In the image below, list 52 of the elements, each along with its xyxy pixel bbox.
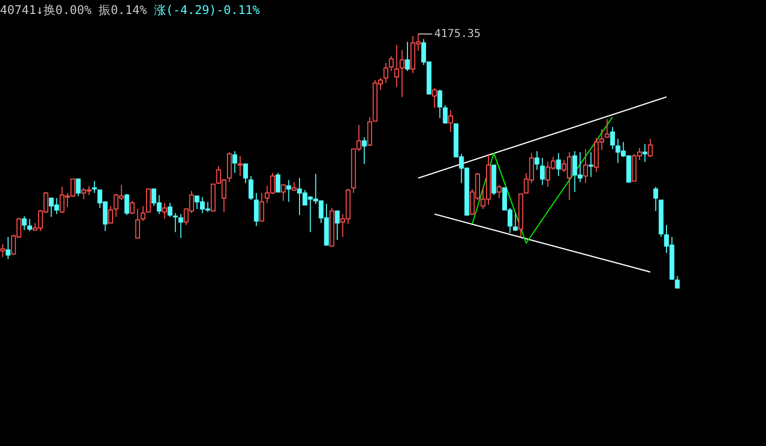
candlestick bbox=[610, 126, 615, 150]
candlestick bbox=[276, 172, 280, 192]
candlestick bbox=[108, 205, 114, 224]
candlestick bbox=[92, 180, 97, 194]
candlestick bbox=[642, 143, 648, 163]
candlestick bbox=[648, 138, 653, 158]
candlestick bbox=[27, 218, 32, 232]
candlestick bbox=[383, 62, 388, 84]
candlestick bbox=[243, 164, 248, 184]
candlestick bbox=[280, 184, 286, 202]
candlestick bbox=[286, 180, 292, 202]
text: 40741↓换0.00% 振0.14% bbox=[0, 3, 147, 17]
candlestick bbox=[130, 200, 135, 215]
candlestick bbox=[448, 109, 454, 133]
candlestick bbox=[437, 89, 442, 119]
text: 涨(-4.29)-0.11% bbox=[154, 3, 260, 17]
candlestick bbox=[674, 276, 680, 288]
candlestick bbox=[442, 104, 448, 124]
candlestick bbox=[588, 152, 594, 178]
candlestick bbox=[76, 178, 81, 197]
candlestick bbox=[604, 118, 610, 138]
candlestick bbox=[162, 202, 167, 220]
candlestick bbox=[178, 214, 184, 238]
candlestick bbox=[168, 202, 172, 218]
candlestick bbox=[238, 155, 243, 176]
candlestick bbox=[146, 188, 151, 213]
candlestick bbox=[653, 186, 658, 212]
candlestick bbox=[362, 136, 367, 165]
candlestick bbox=[583, 148, 588, 184]
candlestick bbox=[140, 205, 146, 222]
candlestick bbox=[173, 212, 178, 233]
candlestick bbox=[556, 152, 561, 176]
candlestick bbox=[432, 88, 437, 108]
candlestick bbox=[334, 210, 340, 240]
candlestick bbox=[405, 41, 410, 72]
annotation: 4175.35 bbox=[434, 27, 481, 40]
candlestick bbox=[22, 216, 27, 231]
candlestick bbox=[388, 56, 394, 72]
candlestick bbox=[259, 192, 264, 222]
candlestick bbox=[232, 150, 238, 174]
candlestick bbox=[534, 150, 540, 170]
candlestick bbox=[513, 212, 518, 232]
candlestick bbox=[6, 236, 10, 260]
candlestick bbox=[248, 175, 254, 201]
candlestick bbox=[254, 192, 259, 227]
candlestick bbox=[135, 208, 140, 238]
candlestick bbox=[394, 44, 400, 88]
candlestick bbox=[400, 50, 404, 98]
candlestick bbox=[367, 116, 372, 147]
candlestick bbox=[496, 184, 502, 199]
candlestick bbox=[540, 157, 545, 186]
candlestick bbox=[124, 194, 130, 216]
